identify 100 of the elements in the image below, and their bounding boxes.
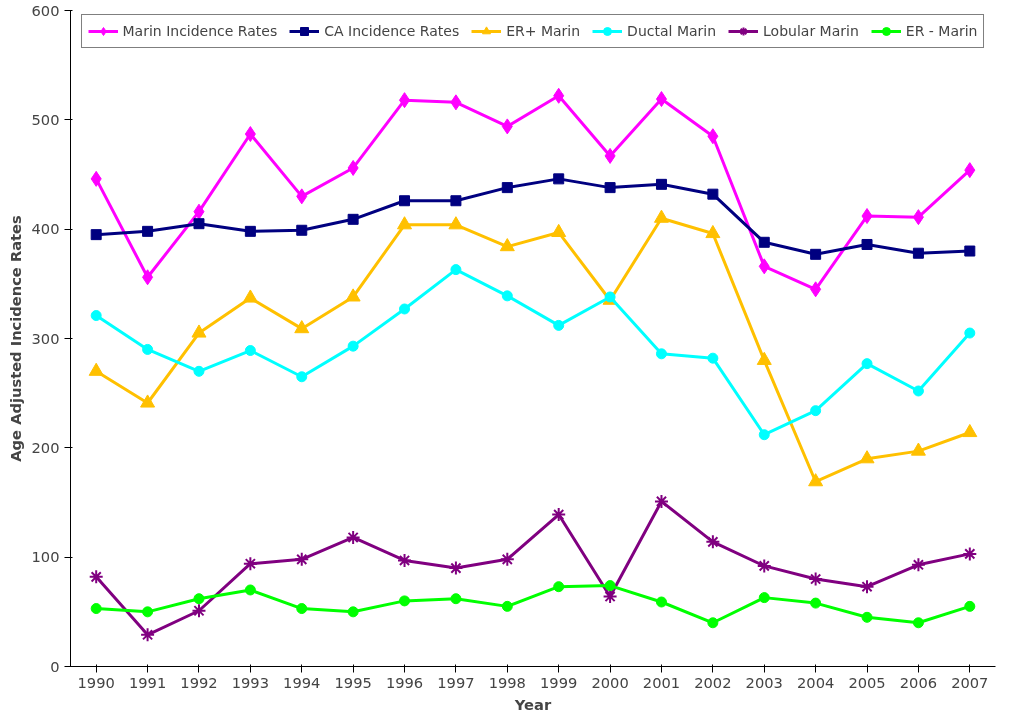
point [705,534,721,550]
x-tick-label: 1999 [540,673,578,691]
x-tick-label: 2004 [796,673,835,691]
x-tick-label: 1991 [128,673,167,691]
point [707,128,719,145]
point [655,596,667,608]
legend-label: Marin Incidence Rates [122,23,278,39]
point [551,507,567,523]
point [655,348,667,360]
point [399,595,411,607]
point [756,558,772,574]
point [242,289,258,303]
x-tick-label: 2005 [848,673,886,691]
point [553,87,565,104]
point [296,224,308,236]
point [140,627,156,643]
point [758,236,770,248]
point [810,597,822,609]
point [912,247,924,259]
point [397,552,413,568]
point [193,218,205,230]
point [347,213,359,225]
point [296,371,308,383]
point [294,320,310,334]
point [962,423,978,438]
point [655,178,667,190]
point [808,473,824,487]
x-tick-label: 2007 [951,673,989,691]
y-tick-label: 400 [31,220,60,238]
point [191,324,207,338]
point [810,281,822,298]
point [810,405,822,417]
point [758,592,770,604]
point [859,579,875,595]
point [861,238,873,250]
point [193,593,205,605]
point [90,229,102,241]
point [602,589,618,605]
y-tick-label: 300 [31,329,60,347]
point [553,581,565,593]
point [450,195,462,207]
point [244,345,256,357]
legend-label: ER - Marin [905,23,978,39]
point [604,580,616,592]
y-tick-label: 0 [50,657,60,675]
point [653,209,669,223]
x-tick-label: 2000 [591,673,629,691]
point [501,182,513,194]
point [294,551,310,567]
point [499,551,515,567]
x-tick-label: 2006 [899,673,938,691]
point [808,571,824,587]
point [244,225,256,237]
point [964,600,976,612]
point [707,352,719,364]
point [861,208,873,225]
legend-label: Ductal Marin [627,23,717,39]
point [450,593,462,605]
x-tick-label: 1992 [180,673,218,691]
point [399,195,411,207]
x-tick-label: 1995 [334,673,372,691]
x-tick-label: 1996 [385,673,424,691]
point [758,429,770,441]
point [758,258,770,275]
point [604,147,616,164]
point [142,225,154,237]
point [448,560,464,576]
point [653,493,669,509]
point [859,450,875,464]
x-tick-label: 1998 [488,673,526,691]
point [345,529,361,545]
point [912,617,924,629]
x-axis-title: Year [513,695,552,713]
point [912,385,924,397]
point [90,603,102,615]
point [191,603,207,619]
point [399,92,411,109]
point [347,340,359,352]
point [450,94,462,111]
point [707,188,719,200]
x-tick-label: 1994 [283,673,321,691]
point [397,216,413,230]
point [88,569,104,585]
y-tick-label: 500 [31,110,60,128]
x-tick-label: 1997 [437,673,475,691]
point [142,269,154,286]
point [501,118,513,135]
point [861,358,873,370]
point [244,126,256,143]
y-tick-label: 200 [31,438,60,456]
point [90,310,102,322]
point [604,182,616,194]
x-tick-label: 1993 [231,673,270,691]
point [912,209,924,226]
point [501,290,513,302]
point [399,303,411,315]
x-tick-label: 1990 [77,673,115,691]
point [142,343,154,355]
point [501,600,513,612]
point [140,394,156,408]
